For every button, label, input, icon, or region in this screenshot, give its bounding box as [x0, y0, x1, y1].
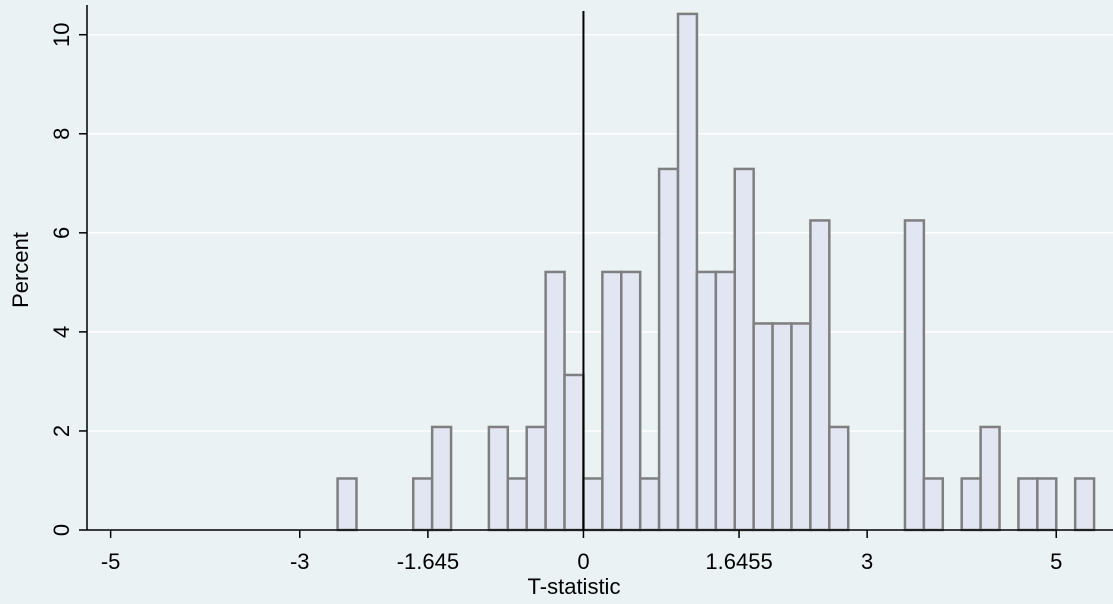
histogram-bar — [601, 270, 623, 532]
histogram-bar — [733, 167, 755, 532]
y-axis-title: Percent — [8, 232, 33, 308]
histogram-bar — [922, 477, 945, 532]
axes — [86, 5, 1113, 531]
histogram-bar — [620, 270, 642, 532]
histogram-bar — [1073, 477, 1096, 532]
histogram-bar — [487, 425, 510, 532]
histogram-bar — [771, 322, 793, 532]
y-tick-label: 4 — [49, 326, 74, 338]
y-tick-label: 6 — [49, 227, 74, 239]
histogram-bar — [430, 425, 453, 532]
histogram-bar — [411, 477, 434, 532]
y-tick-label: 8 — [49, 128, 74, 140]
histogram-bar — [638, 477, 661, 532]
x-tick-label: 5 — [1050, 549, 1062, 574]
histogram-bar — [979, 425, 1001, 532]
histogram-bar — [714, 270, 737, 532]
x-axis-title: T-statistic — [528, 574, 621, 599]
histogram-bar — [903, 219, 926, 532]
histogram-bar — [960, 477, 982, 532]
histogram-bar — [336, 477, 358, 532]
y-tick-label: 0 — [49, 524, 74, 536]
histogram-bars — [336, 12, 1096, 532]
x-tick-label: 0 — [577, 549, 589, 574]
histogram-bar — [525, 425, 547, 532]
histogram-bar — [695, 270, 718, 532]
histogram-bar — [657, 167, 680, 532]
x-tick-label: -3 — [290, 549, 310, 574]
y-tick-label: 2 — [49, 425, 74, 437]
y-tick-label: 10 — [49, 22, 74, 46]
histogram-bar — [506, 477, 528, 532]
x-tick-label: 3 — [861, 549, 873, 574]
histogram-bar — [790, 322, 812, 532]
histogram-bar — [676, 12, 699, 532]
x-tick-label: -1.645 — [397, 549, 459, 574]
histogram-bar — [1036, 477, 1058, 532]
histogram-bar — [563, 373, 585, 532]
x-ticks: -5 -3 -1.645 0 1.6455 3 5 — [101, 530, 1062, 574]
x-tick-label: 1.6455 — [705, 549, 772, 574]
x-tick-label: -5 — [101, 549, 121, 574]
histogram-bar — [582, 477, 604, 532]
histogram-bar — [828, 425, 850, 532]
histogram-bar — [809, 219, 831, 532]
grid-lines — [87, 33, 1113, 432]
histogram-bar — [544, 270, 566, 532]
y-ticks: 0 2 4 6 8 10 — [49, 22, 87, 536]
histogram-bar — [1017, 477, 1039, 532]
histogram-bar — [752, 322, 774, 532]
